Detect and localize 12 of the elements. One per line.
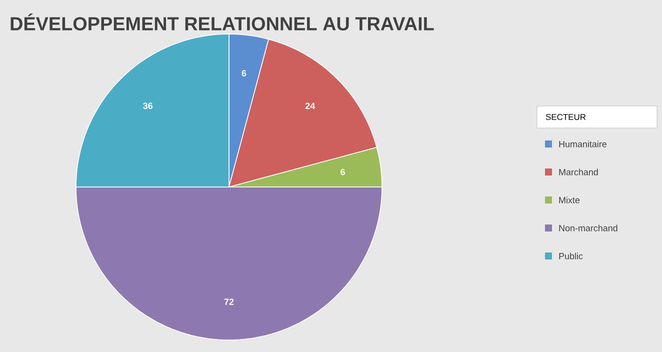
chart-title: DÉVELOPPEMENT RELATIONNEL AU TRAVAIL [10, 14, 434, 30]
data-label: 6 [340, 168, 345, 176]
legend-label: Public [559, 252, 583, 260]
data-label: 72 [224, 298, 234, 305]
legend-title: SECTEUR [546, 114, 586, 120]
legend-label: Humanitaire [559, 140, 606, 148]
data-label: 24 [305, 102, 316, 109]
legend-label: Non-marchand [559, 224, 618, 232]
data-label: 6 [242, 70, 246, 76]
data-label: 36 [143, 102, 153, 110]
legend-label: Marchand [559, 168, 598, 176]
legend-label: Mixte [559, 196, 580, 204]
